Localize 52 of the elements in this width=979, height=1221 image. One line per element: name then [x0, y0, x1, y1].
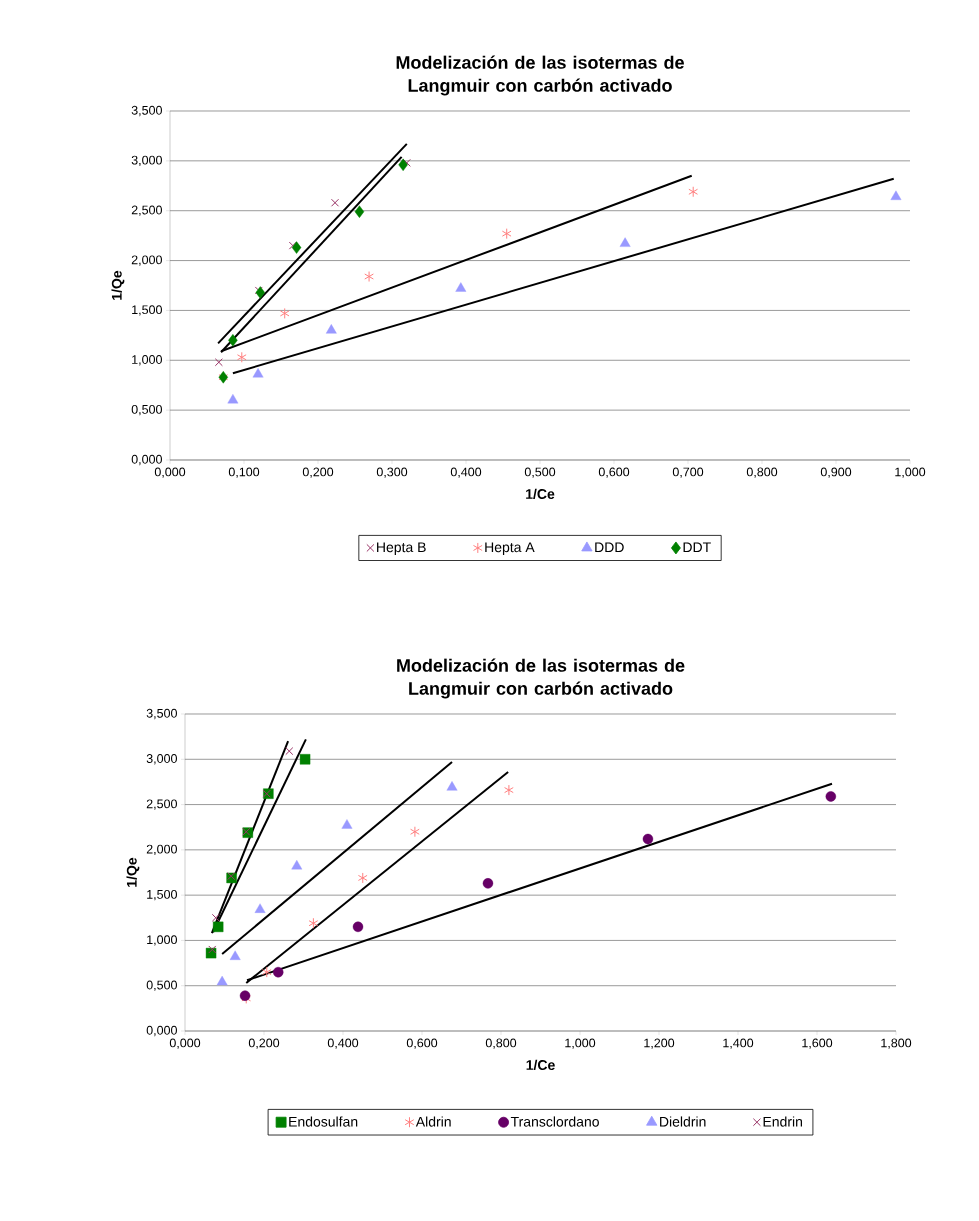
x-tick-label: 0,800 [485, 1038, 517, 1049]
legend-label: DDD [595, 542, 624, 553]
x-tick-label: 1,800 [881, 1038, 912, 1049]
chart-title: Modelización de las isotermas de Langmuir con carbón activado [397, 658, 685, 699]
x-tick-label: 0,800 [746, 467, 778, 478]
y-tick-label: 2,000 [146, 844, 177, 856]
x-tick-label: 0,500 [524, 467, 556, 478]
y-tick-label: 2,500 [131, 205, 162, 216]
y-tick-label: 3,500 [146, 708, 177, 720]
x-axis-title: 1/Ce [526, 488, 555, 500]
y-tick-label: 0,500 [146, 980, 177, 991]
x-tick-label: 0,700 [672, 467, 704, 478]
y-tick-label: 1,000 [132, 355, 162, 366]
x-tick-label: 0,600 [598, 467, 630, 478]
legend-label: Aldrin [415, 1116, 451, 1127]
x-tick-label: 0,400 [450, 467, 482, 478]
y-axis-title: 1/Qe [111, 270, 125, 300]
x-tick-label: 0,600 [406, 1038, 438, 1049]
legend-label: Hepta B [377, 542, 426, 555]
y-tick-label: 0,000 [131, 454, 162, 466]
chart-title: Modelización de las isotermas de Langmuir con carbón activado [396, 55, 684, 96]
legend-label: Endosulfan [289, 1116, 358, 1127]
legend-label: DDT [683, 542, 711, 553]
y-tick-label: 1,500 [147, 889, 177, 901]
x-tick-label: 1,000 [565, 1038, 596, 1049]
y-tick-label: 3,000 [146, 754, 177, 765]
x-tick-label: 0,200 [302, 467, 334, 478]
y-tick-label: 3,000 [131, 155, 162, 167]
y-axis-title: 1/Qe [126, 857, 140, 887]
y-tick-label: 2,500 [146, 799, 177, 810]
x-tick-label: 0,900 [820, 467, 852, 478]
y-tick-label: 0,000 [146, 1025, 177, 1037]
x-tick-label: 0,200 [248, 1038, 280, 1049]
x-tick-label: 1,600 [802, 1038, 833, 1049]
y-tick-label: 1,000 [147, 935, 177, 946]
y-tick-label: 1,500 [132, 305, 162, 316]
x-tick-label: 1,000 [895, 467, 926, 478]
y-tick-label: 0,500 [131, 404, 162, 416]
legend-label: Endrin [763, 1116, 802, 1127]
legend-label: Transclordano [510, 1116, 599, 1127]
x-tick-label: 0,300 [376, 467, 408, 478]
y-tick-label: 2,000 [131, 255, 162, 266]
x-tick-label: 0,100 [228, 467, 260, 478]
x-tick-label: 0,000 [154, 467, 186, 478]
y-tick-label: 3,500 [131, 105, 162, 117]
x-axis-title: 1/Ce [526, 1059, 555, 1071]
x-tick-label: 1,200 [644, 1038, 675, 1049]
x-tick-label: 0,000 [169, 1038, 201, 1049]
x-tick-label: 1,400 [723, 1038, 754, 1049]
legend-label: Hepta A [485, 542, 535, 555]
x-tick-label: 0,400 [327, 1038, 359, 1049]
legend-label: Dieldrin [660, 1116, 706, 1127]
